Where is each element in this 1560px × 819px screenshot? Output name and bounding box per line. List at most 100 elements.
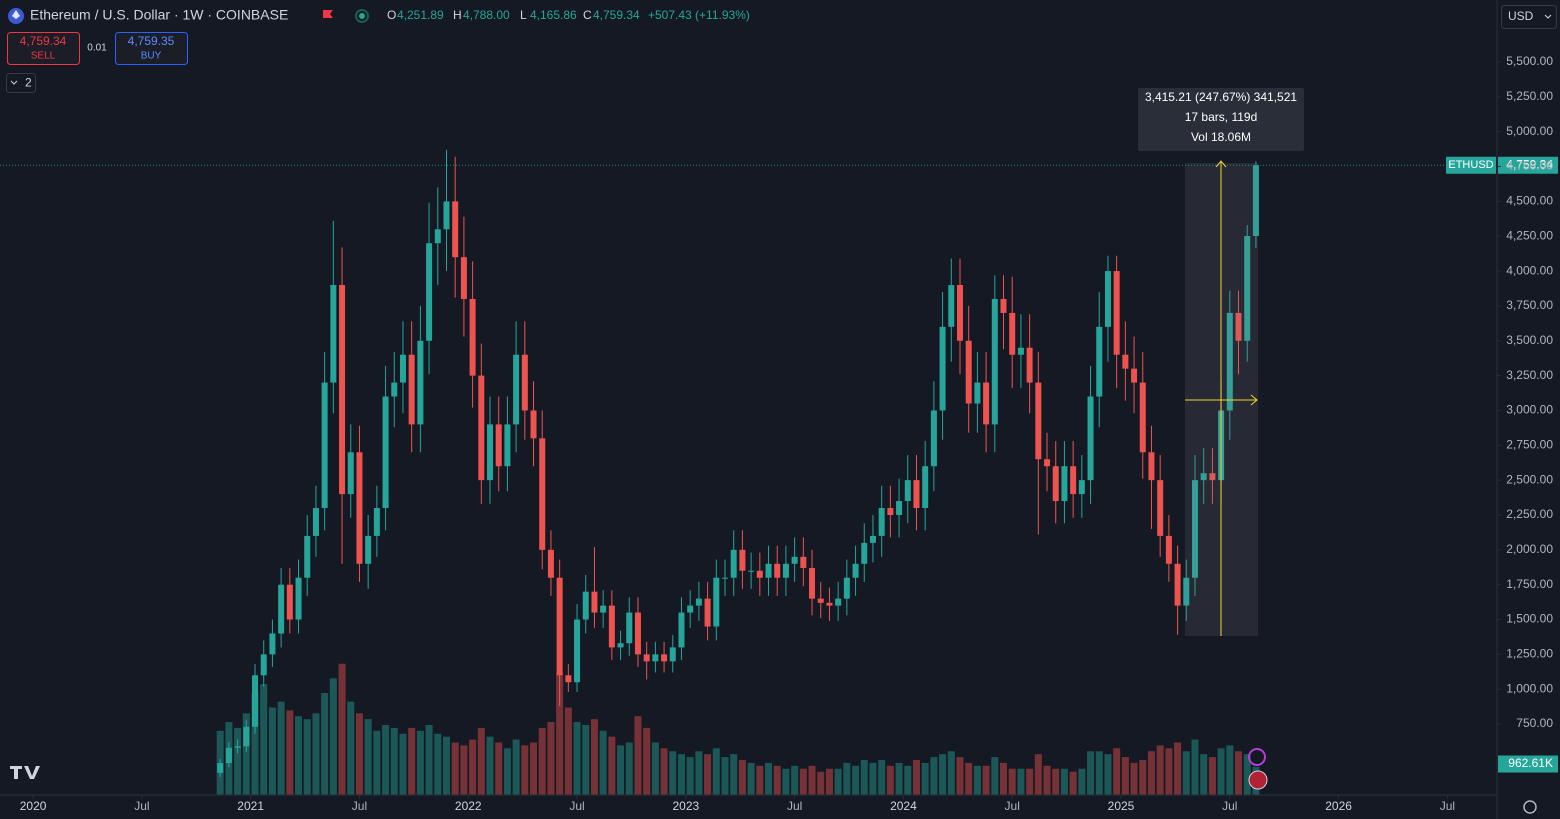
candle-body	[600, 605, 607, 613]
symbol-tag	[1446, 156, 1496, 174]
candle-body	[1165, 535, 1172, 564]
volume-bar	[1043, 765, 1051, 795]
candle-body	[678, 612, 685, 648]
candle-body	[321, 382, 328, 509]
candle-body	[504, 424, 511, 467]
candle-body	[339, 285, 346, 495]
volume-bar	[625, 742, 633, 795]
sell-button[interactable]	[7, 32, 80, 65]
volume-bar	[451, 742, 459, 795]
volume-bar	[1165, 748, 1173, 795]
volume-bar	[1087, 751, 1095, 795]
volume-bar	[399, 733, 407, 795]
volume-bar	[651, 742, 659, 795]
volume-bar	[965, 762, 973, 795]
sell-label: SELL	[31, 51, 56, 62]
candle-body	[1244, 235, 1251, 341]
volume-bar	[347, 701, 355, 795]
measure-line: 17 bars, 119d	[1185, 110, 1258, 124]
candle-body	[896, 501, 903, 515]
volume-bar	[442, 736, 450, 795]
volume-bar	[242, 713, 250, 795]
volume-bar	[904, 765, 912, 795]
volume-bar	[808, 765, 816, 795]
volume-bar	[1060, 768, 1068, 795]
buy-button[interactable]	[115, 32, 188, 65]
candle-body	[582, 591, 589, 620]
x-tick-label: 2023	[672, 799, 699, 813]
volume-bar	[869, 762, 877, 795]
volume-bar	[1113, 748, 1121, 795]
volume-bar	[547, 722, 555, 795]
y-tick-label: 3,000.00	[1506, 403, 1553, 417]
volume-bar	[1104, 754, 1112, 795]
volume-bar	[634, 716, 642, 795]
logo[interactable]	[10, 766, 40, 779]
volume-bar	[382, 725, 390, 795]
candle-body	[1009, 312, 1016, 355]
y-tick-label: 1,500.00	[1506, 612, 1553, 626]
volume-bar	[538, 727, 546, 795]
volume-bar	[556, 672, 564, 795]
volume-bar	[260, 684, 268, 795]
candle-body	[1183, 577, 1190, 606]
volume-bar	[747, 762, 755, 795]
candle-body	[948, 285, 955, 327]
volume-bar	[477, 727, 485, 795]
flag-icon[interactable]	[323, 10, 333, 18]
candle-body	[687, 605, 694, 613]
candle-body	[225, 747, 232, 764]
candle-body	[539, 438, 546, 550]
candle-body	[382, 396, 389, 509]
candle-body	[487, 424, 494, 481]
candle-body	[695, 598, 702, 606]
event-icon[interactable]	[1248, 748, 1266, 766]
candle-body	[1235, 312, 1242, 341]
y-tick-label: 4,750.00	[1506, 159, 1553, 173]
price-pane	[217, 149, 1259, 778]
y-tick-label: 3,750.00	[1506, 298, 1553, 312]
candle-body	[1191, 480, 1198, 578]
settings-icon[interactable]	[1523, 800, 1537, 814]
y-tick-label: 2,000.00	[1506, 542, 1553, 556]
volume-bar	[303, 719, 311, 795]
candle-body	[452, 201, 459, 258]
volume-bar	[355, 713, 363, 795]
volume-bar	[1147, 751, 1155, 795]
volume-bar	[1095, 751, 1103, 795]
volume-bar	[338, 663, 346, 795]
volume-bar	[503, 748, 511, 795]
volume-bar	[277, 701, 285, 795]
volume-bar	[930, 757, 938, 795]
volume-bar	[286, 710, 294, 795]
candle-body	[617, 643, 624, 648]
candle-body	[408, 354, 415, 425]
candle-body	[295, 577, 302, 620]
candle-body	[1096, 326, 1103, 397]
volume-bar	[817, 771, 825, 795]
candle-body	[1061, 466, 1068, 502]
volume-bar	[312, 713, 320, 795]
volume-bar	[1017, 768, 1025, 795]
candle-body	[939, 326, 946, 411]
candle-body	[626, 612, 633, 644]
y-tick-label: 5,000.00	[1506, 124, 1553, 138]
volume-bar	[495, 742, 503, 795]
y-tick-label: 5,500.00	[1506, 54, 1553, 68]
candle-body	[1087, 396, 1094, 481]
measure-arrow	[1215, 160, 1227, 168]
price-label: 4,759.34	[1506, 157, 1553, 171]
y-tick-label: 1,750.00	[1506, 577, 1553, 591]
candle-body	[347, 452, 354, 495]
candle-body	[748, 570, 755, 572]
candle-body	[974, 382, 981, 404]
volume-bar	[765, 762, 773, 795]
candle-body	[730, 549, 737, 578]
event-icon[interactable]	[1248, 770, 1268, 790]
currency-select[interactable]	[1501, 5, 1557, 29]
indicator-toggle[interactable]	[6, 73, 36, 93]
volume-bar	[756, 765, 764, 795]
candle-body	[330, 285, 337, 383]
x-tick-label: Jul	[1222, 799, 1237, 813]
